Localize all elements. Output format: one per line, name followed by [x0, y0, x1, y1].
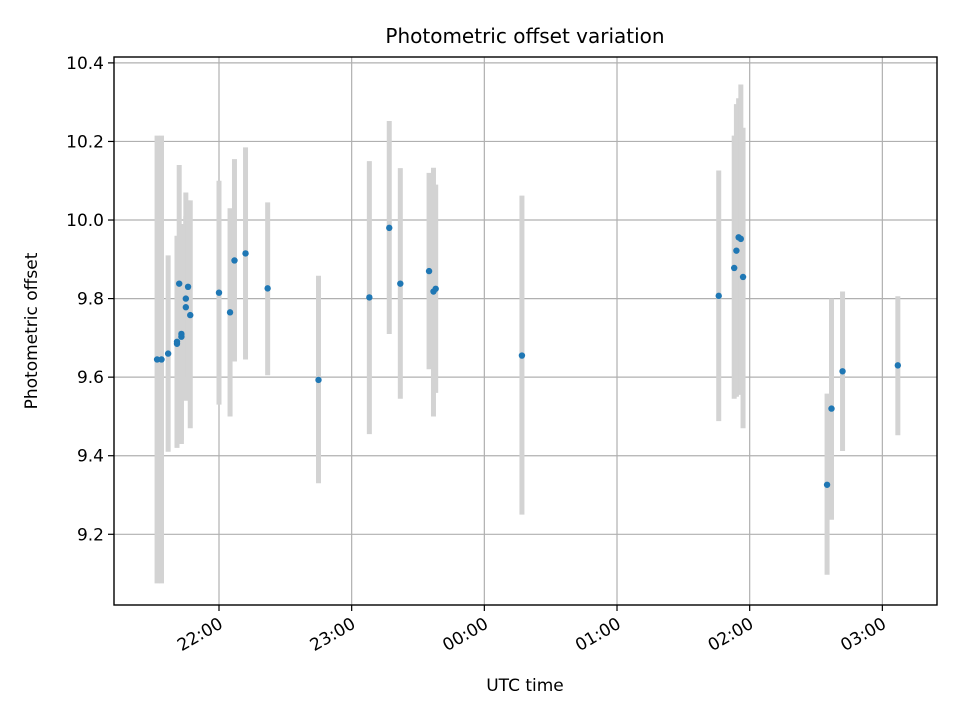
data-point	[315, 376, 322, 384]
data-point	[153, 356, 161, 363]
data-point	[366, 294, 373, 301]
data-point	[839, 368, 846, 375]
data-point	[226, 309, 234, 316]
data-point	[178, 330, 185, 338]
data-point	[158, 356, 165, 363]
data-point	[518, 352, 526, 359]
data-point	[184, 283, 192, 291]
y-tick-label: 9.8	[77, 290, 104, 310]
grid	[114, 57, 937, 605]
y-axis: 9.2 9.4 9.6 9.8 10.0 10.2 10.4	[66, 54, 114, 545]
data-point	[182, 304, 190, 311]
y-tick-label: 9.6	[77, 368, 104, 388]
data-point	[164, 350, 172, 357]
data-point	[894, 362, 902, 369]
x-axis-label: UTC time	[486, 676, 564, 696]
y-tick-label: 10.0	[66, 211, 104, 231]
data-point	[432, 285, 439, 292]
data-point	[715, 292, 722, 300]
data-point	[731, 264, 738, 272]
data-point	[187, 311, 194, 319]
y-tick-label: 9.2	[77, 525, 104, 545]
data-point	[242, 250, 249, 257]
data-point	[739, 273, 747, 281]
data-point	[425, 267, 433, 275]
data-point	[386, 224, 393, 232]
data-point	[215, 289, 223, 296]
data-point	[175, 280, 183, 287]
chart-title: Photometric offset variation	[385, 24, 664, 48]
data-point	[397, 280, 404, 287]
data-point	[173, 340, 181, 347]
y-tick-label: 9.4	[77, 447, 104, 467]
data-point	[733, 247, 740, 254]
y-tick-label: 10.4	[66, 54, 104, 74]
plot-frame	[113, 56, 938, 606]
data-point	[182, 295, 190, 302]
data-point	[231, 257, 238, 264]
data-point	[823, 481, 831, 488]
data-point	[264, 285, 271, 292]
data-points	[153, 224, 902, 488]
y-axis-label: Photometric offset	[22, 252, 42, 409]
data-point	[828, 405, 835, 412]
data-point	[737, 235, 745, 243]
y-tick-label: 10.2	[66, 132, 104, 152]
